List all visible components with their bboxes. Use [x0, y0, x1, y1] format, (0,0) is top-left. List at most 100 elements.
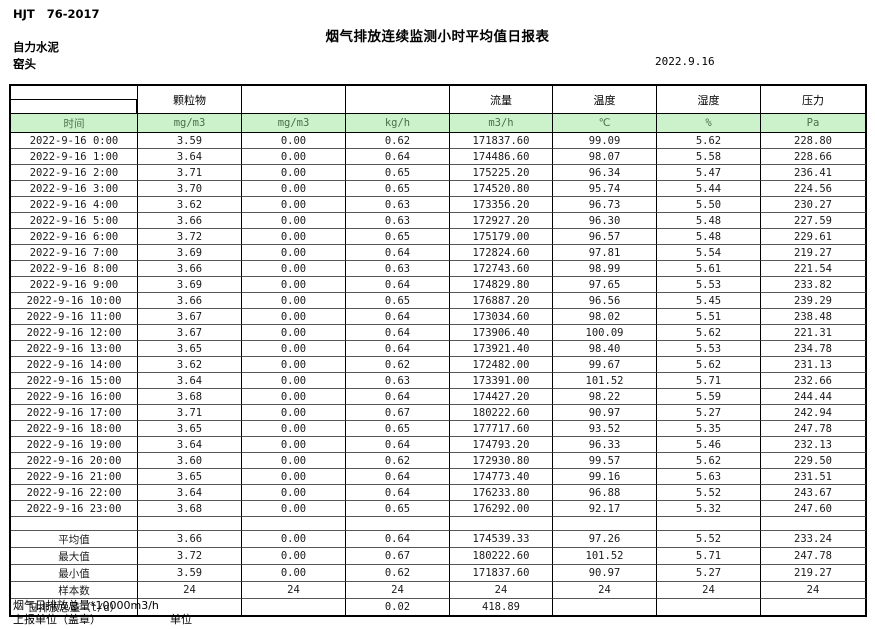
summary-value-cell: 3.72 [138, 548, 242, 565]
value-cell: 3.66 [138, 293, 242, 309]
value-cell: 96.56 [553, 293, 657, 309]
value-cell: 231.51 [761, 469, 867, 485]
hourly-data-row: 2022-9-16 7:00 3.69 0.00 0.64 172824.60 97.81… [11, 245, 867, 261]
summary-value-cell: 0.00 [242, 565, 346, 582]
value-cell: 174486.60 [450, 149, 553, 165]
hourly-data-row: 2022-9-16 22:00 3.64 0.00 0.64 176233.80 96.8… [11, 485, 867, 501]
value-cell: 0.64 [346, 341, 450, 357]
value-cell: 172927.20 [450, 213, 553, 229]
summary-value-cell: 418.89 [450, 599, 553, 617]
summary-value-cell: 0.64 [346, 531, 450, 548]
header-blank-cell-bottom [11, 100, 138, 114]
time-cell: 2022-9-16 6:00 [11, 229, 138, 245]
hourly-data-row: 2022-9-16 13:00 3.65 0.00 0.64 173921.40 98.4… [11, 341, 867, 357]
value-cell: 0.64 [346, 389, 450, 405]
summary-value-cell: 24 [657, 582, 761, 599]
value-cell: 0.00 [242, 181, 346, 197]
value-cell: 242.94 [761, 405, 867, 421]
value-cell: 0.64 [346, 469, 450, 485]
value-cell: 5.51 [657, 309, 761, 325]
value-cell: 173034.60 [450, 309, 553, 325]
value-cell: 0.62 [346, 453, 450, 469]
value-cell: 3.67 [138, 325, 242, 341]
value-cell: 3.64 [138, 437, 242, 453]
hourly-data-row: 2022-9-16 1:00 3.64 0.00 0.64 174486.60 98.07… [11, 149, 867, 165]
value-cell: 100.09 [553, 325, 657, 341]
value-cell: 228.66 [761, 149, 867, 165]
value-cell: 176292.00 [450, 501, 553, 517]
value-cell: 0.63 [346, 213, 450, 229]
unit-mg-m3-2: mg/m3 [242, 114, 346, 133]
time-cell: 2022-9-16 20:00 [11, 453, 138, 469]
hourly-data-row: 2022-9-16 21:00 3.65 0.00 0.64 174773.40 99.1… [11, 469, 867, 485]
time-cell: 2022-9-16 23:00 [11, 501, 138, 517]
value-cell: 3.64 [138, 149, 242, 165]
hourly-data-row: 2022-9-16 12:00 3.67 0.00 0.64 173906.40 100.… [11, 325, 867, 341]
value-cell: 3.71 [138, 405, 242, 421]
value-cell: 0.64 [346, 309, 450, 325]
value-cell: 96.73 [553, 197, 657, 213]
report-table: 颗粒物 流量 温度 湿度 压力 时间 mg/m3 mg/m3 kg/h m3/h… [9, 84, 867, 617]
hourly-data-row: 2022-9-16 2:00 3.71 0.00 0.65 175225.20 96.34… [11, 165, 867, 181]
value-cell: 0.00 [242, 277, 346, 293]
time-cell: 2022-9-16 14:00 [11, 357, 138, 373]
summary-value-cell: 0.00 [242, 548, 346, 565]
value-cell: 5.45 [657, 293, 761, 309]
value-cell: 3.71 [138, 165, 242, 181]
value-cell: 0.00 [242, 357, 346, 373]
value-cell: 5.59 [657, 389, 761, 405]
value-cell: 5.71 [657, 373, 761, 389]
unit-mg-m3-1: mg/m3 [138, 114, 242, 133]
value-cell: 99.67 [553, 357, 657, 373]
value-cell: 0.64 [346, 149, 450, 165]
reporting-unit-label: 上报单位（盖章） [13, 613, 101, 626]
value-cell: 0.63 [346, 373, 450, 389]
value-cell: 5.47 [657, 165, 761, 181]
summary-row: 最大值 3.72 0.00 0.67 180222.60 101.52 5.71 247.78 [11, 548, 867, 565]
summary-value-cell: 0.00 [242, 531, 346, 548]
summary-value-cell: 180222.60 [450, 548, 553, 565]
value-cell: 244.44 [761, 389, 867, 405]
unit-label: 单位 [170, 613, 192, 626]
value-cell: 0.00 [242, 213, 346, 229]
summary-label: 平均值 [11, 531, 138, 548]
summary-value-cell: 174539.33 [450, 531, 553, 548]
summary-label: 日排放总量（t/d） [11, 599, 138, 617]
value-cell: 0.00 [242, 133, 346, 149]
hourly-data-row: 2022-9-16 20:00 3.60 0.00 0.62 172930.80 99.5… [11, 453, 867, 469]
value-cell: 177717.60 [450, 421, 553, 437]
summary-value-cell: 0.67 [346, 548, 450, 565]
header-particulate: 颗粒物 [138, 86, 242, 114]
summary-value-cell: 24 [553, 582, 657, 599]
value-cell: 172743.60 [450, 261, 553, 277]
summary-row: 最小值 3.59 0.00 0.62 171837.60 90.97 5.27 219.27 [11, 565, 867, 582]
value-cell: 0.64 [346, 485, 450, 501]
value-cell: 233.82 [761, 277, 867, 293]
value-cell: 5.62 [657, 325, 761, 341]
flow-total-note: 烟气日排放总量*10000m3/h [13, 599, 159, 612]
summary-value-cell: 3.59 [138, 565, 242, 582]
value-cell: 172930.80 [450, 453, 553, 469]
time-cell: 2022-9-16 19:00 [11, 437, 138, 453]
summary-row: 平均值 3.66 0.00 0.64 174539.33 97.26 5.52 233.24 [11, 531, 867, 548]
unit-celsius: ℃ [553, 114, 657, 133]
value-cell: 98.22 [553, 389, 657, 405]
time-cell: 2022-9-16 12:00 [11, 325, 138, 341]
summary-label: 最小值 [11, 565, 138, 582]
value-cell: 0.00 [242, 293, 346, 309]
time-cell: 2022-9-16 16:00 [11, 389, 138, 405]
value-cell: 174773.40 [450, 469, 553, 485]
summary-value-cell [657, 599, 761, 617]
hourly-data-row: 2022-9-16 5:00 3.66 0.00 0.63 172927.20 96.30… [11, 213, 867, 229]
value-cell: 0.64 [346, 277, 450, 293]
value-cell: 5.48 [657, 229, 761, 245]
value-cell: 3.70 [138, 181, 242, 197]
value-cell: 98.02 [553, 309, 657, 325]
unit-header-row: 时间 mg/m3 mg/m3 kg/h m3/h ℃ % Pa [11, 114, 867, 133]
value-cell: 0.00 [242, 341, 346, 357]
value-cell: 90.97 [553, 405, 657, 421]
value-cell: 0.00 [242, 325, 346, 341]
value-cell: 0.65 [346, 501, 450, 517]
value-cell: 221.54 [761, 261, 867, 277]
value-cell: 5.46 [657, 437, 761, 453]
